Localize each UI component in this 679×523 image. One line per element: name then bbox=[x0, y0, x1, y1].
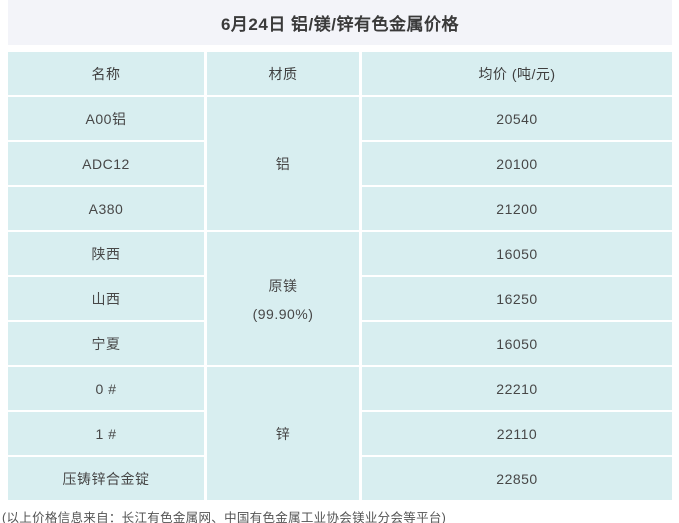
source-note: (以上价格信息来自：长江有色金属网、中国有色金属工业协会镁业分会等平台) bbox=[2, 511, 447, 523]
cell-price-a00: 20540 bbox=[362, 97, 672, 140]
cell-name-adc12: ADC12 bbox=[8, 142, 204, 185]
table-row-shaanxi: 陕西 原镁 (99.90%) 16050 bbox=[8, 232, 672, 365]
cell-name-diecast-zinc: 压铸锌合金锭 bbox=[8, 457, 204, 500]
table-row-adc12: ADC12 20100 bbox=[8, 142, 672, 185]
page-title: 6月24日 铝/镁/锌有色金属价格 bbox=[8, 0, 672, 45]
cell-price-a380: 21200 bbox=[362, 187, 672, 230]
cell-material-zinc: 锌 bbox=[207, 367, 359, 500]
cell-name-zinc0: 0 # bbox=[8, 367, 204, 410]
cell-price-shanxi: 16250 bbox=[362, 277, 672, 320]
cell-price-ningxia: 16050 bbox=[362, 322, 672, 365]
table-row-zinc1: 1 # 22110 bbox=[8, 412, 672, 455]
cell-name-zinc1: 1 # bbox=[8, 412, 204, 455]
cell-material-magnesium: 原镁 (99.90%) bbox=[207, 232, 359, 365]
header-row: 名称 材质 均价 (吨/元) bbox=[8, 52, 672, 95]
cell-price-zinc0: 22210 bbox=[362, 367, 672, 410]
table-row-shanxi: 山西 16250 bbox=[8, 277, 672, 320]
table-row-ningxia: 宁夏 16050 bbox=[8, 322, 672, 365]
cell-material-aluminum: 铝 bbox=[207, 97, 359, 230]
cell-price-adc12: 20100 bbox=[362, 142, 672, 185]
price-table: 名称 材质 均价 (吨/元) A00铝 铝 20540 ADC12 20100 … bbox=[5, 50, 675, 502]
material-label-aluminum: 铝 bbox=[275, 155, 291, 172]
cell-name-shaanxi: 陕西 bbox=[8, 232, 204, 275]
cell-name-ningxia: 宁夏 bbox=[8, 322, 204, 365]
cell-price-diecast-zinc: 22850 bbox=[362, 457, 672, 500]
cell-price-shaanxi: 16050 bbox=[362, 232, 672, 275]
material-label-zinc: 锌 bbox=[275, 425, 291, 442]
table-row-zinc0: 0 # 锌 22210 bbox=[8, 367, 672, 500]
cell-name-a380: A380 bbox=[8, 187, 204, 230]
table-row-a00: A00铝 铝 20540 bbox=[8, 97, 672, 230]
material-purity-note: (99.90%) bbox=[252, 305, 314, 322]
table-row-diecast-zinc: 压铸锌合金锭 22850 bbox=[8, 457, 672, 500]
col-header-price: 均价 (吨/元) bbox=[362, 52, 672, 95]
material-label-magnesium: 原镁 bbox=[268, 277, 298, 294]
cell-name-shanxi: 山西 bbox=[8, 277, 204, 320]
table-row-a380: A380 21200 bbox=[8, 187, 672, 230]
cell-name-a00: A00铝 bbox=[8, 97, 204, 140]
col-header-material: 材质 bbox=[207, 52, 359, 95]
col-header-name: 名称 bbox=[8, 52, 204, 95]
cell-price-zinc1: 22110 bbox=[362, 412, 672, 455]
